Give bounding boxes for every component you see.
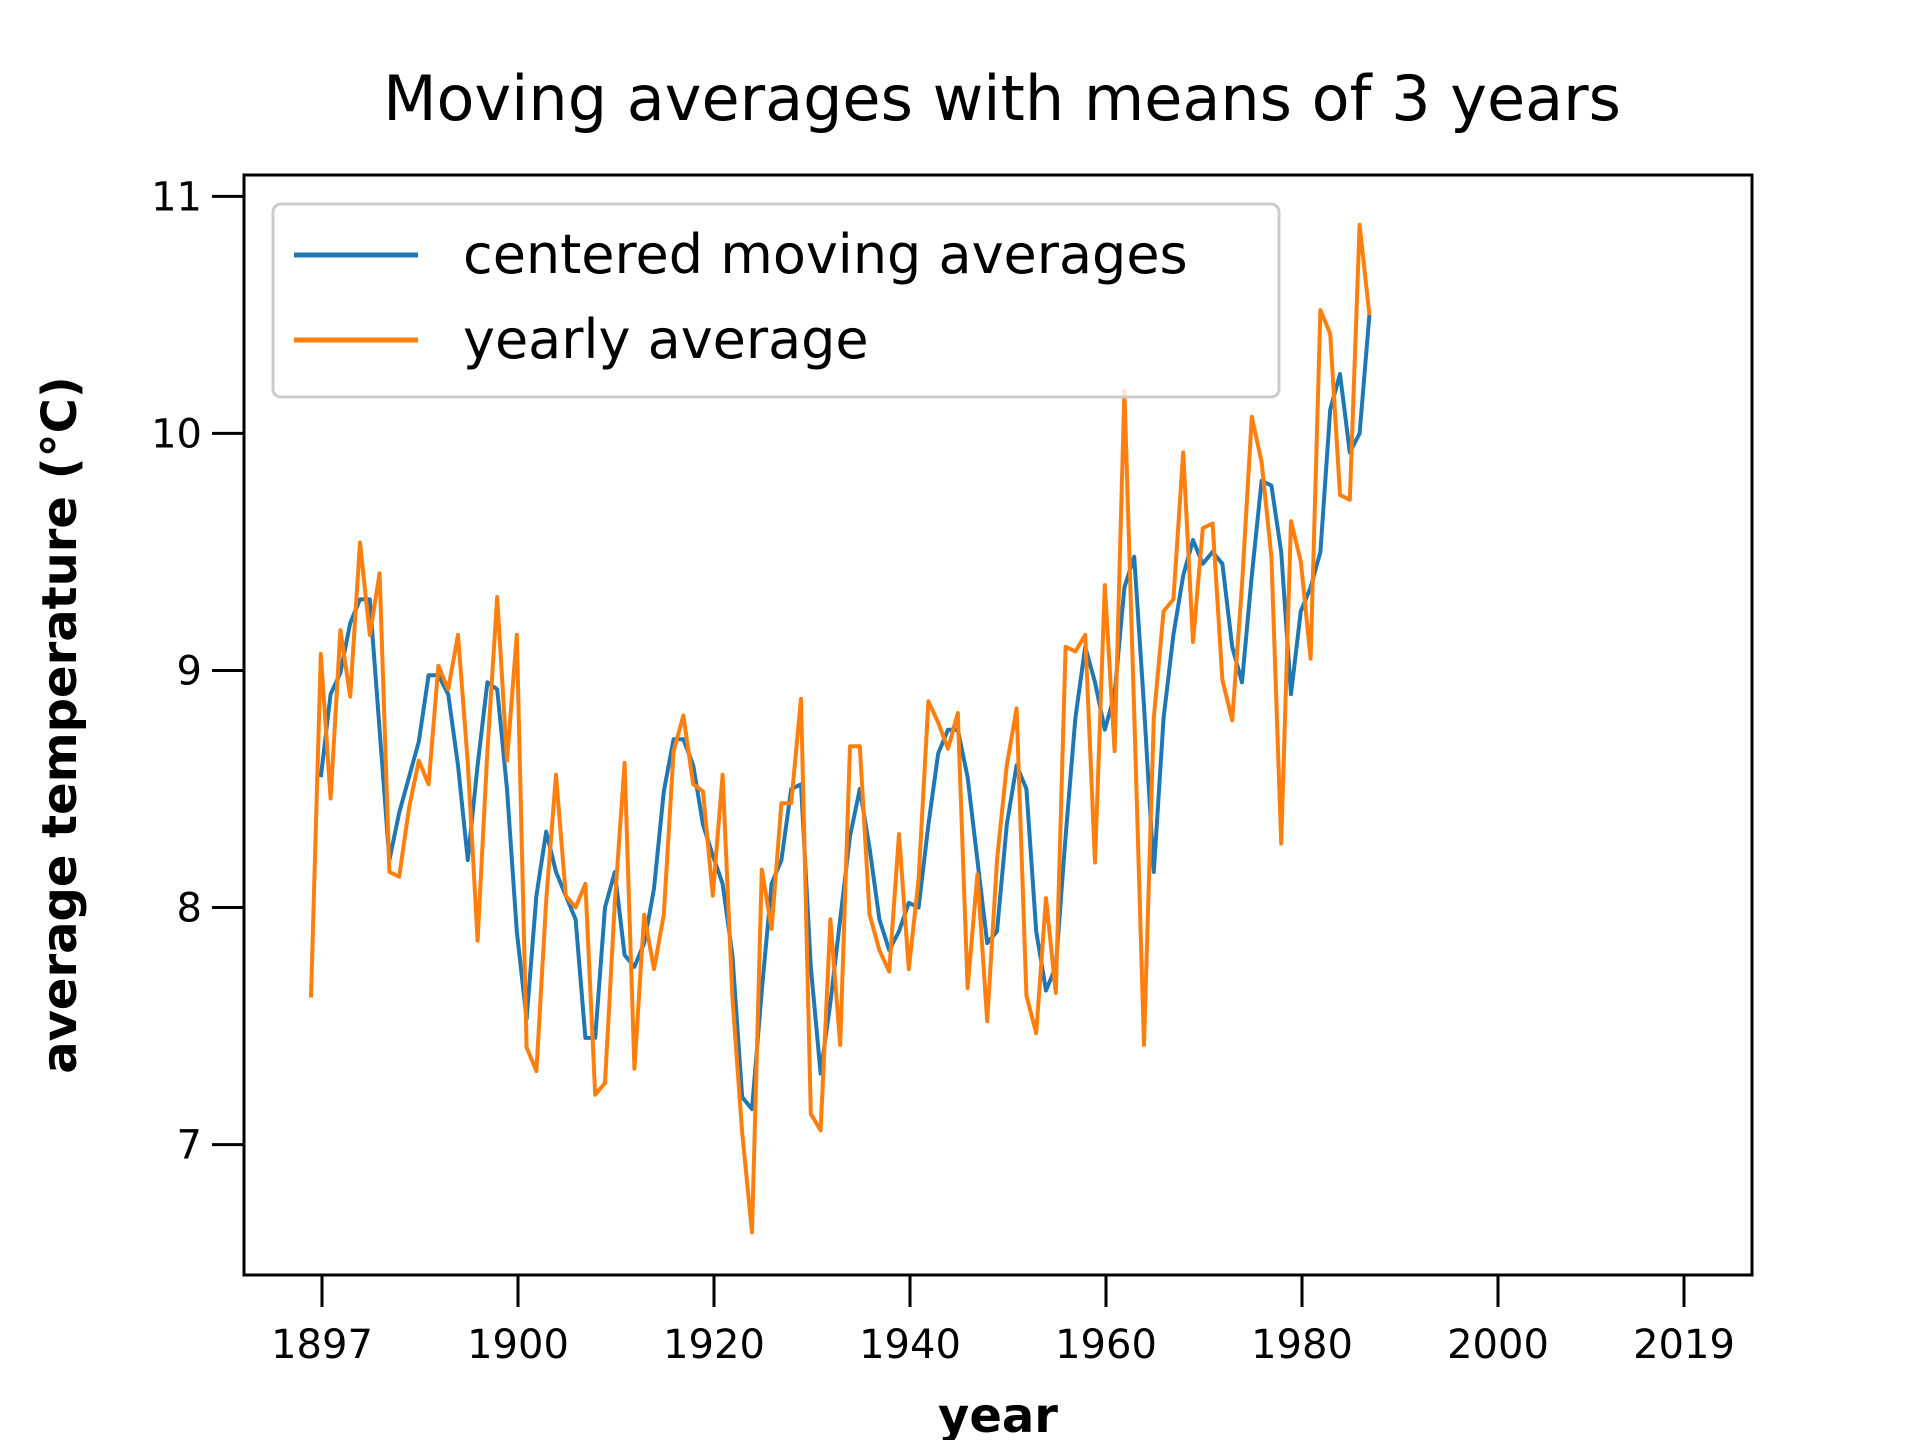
plot-lines (309, 222, 1372, 1235)
legend-label-centered-moving-averages: centered moving averages (463, 223, 1188, 286)
y-tick-label-11: 11 (151, 174, 202, 220)
x-tick-label-1940: 1940 (859, 1322, 961, 1368)
y-axis: 7 8 9 10 11 (151, 174, 244, 1169)
x-tick-label-2019: 2019 (1633, 1322, 1735, 1368)
x-tick-label-1980: 1980 (1251, 1322, 1353, 1368)
series-line-yearly-average (309, 222, 1372, 1235)
x-tick-label-1920: 1920 (663, 1322, 765, 1368)
series-line-centered-moving-averages (318, 314, 1372, 1112)
y-tick-label-9: 9 (177, 648, 202, 694)
legend-label-yearly-average: yearly average (463, 308, 869, 371)
legend-box (271, 202, 1281, 399)
x-axis: 1897 1900 1920 1940 1960 1980 2000 2019 (271, 1275, 1735, 1368)
x-tick-label-1960: 1960 (1055, 1322, 1157, 1368)
x-tick-label-2000: 2000 (1447, 1322, 1549, 1368)
plot-frame (242, 173, 1754, 1277)
x-tick-label-1897: 1897 (271, 1322, 373, 1368)
chart-title: Moving averages with means of 3 years (383, 62, 1621, 135)
x-tick-label-1900: 1900 (467, 1322, 569, 1368)
x-axis-label: year (938, 1388, 1058, 1440)
y-tick-label-8: 8 (177, 886, 202, 932)
y-tick-label-7: 7 (177, 1123, 202, 1169)
y-tick-label-10: 10 (151, 411, 202, 457)
legend: centered moving averages yearly average (271, 202, 1281, 399)
y-axis-label: average temperature (°C) (32, 376, 88, 1074)
